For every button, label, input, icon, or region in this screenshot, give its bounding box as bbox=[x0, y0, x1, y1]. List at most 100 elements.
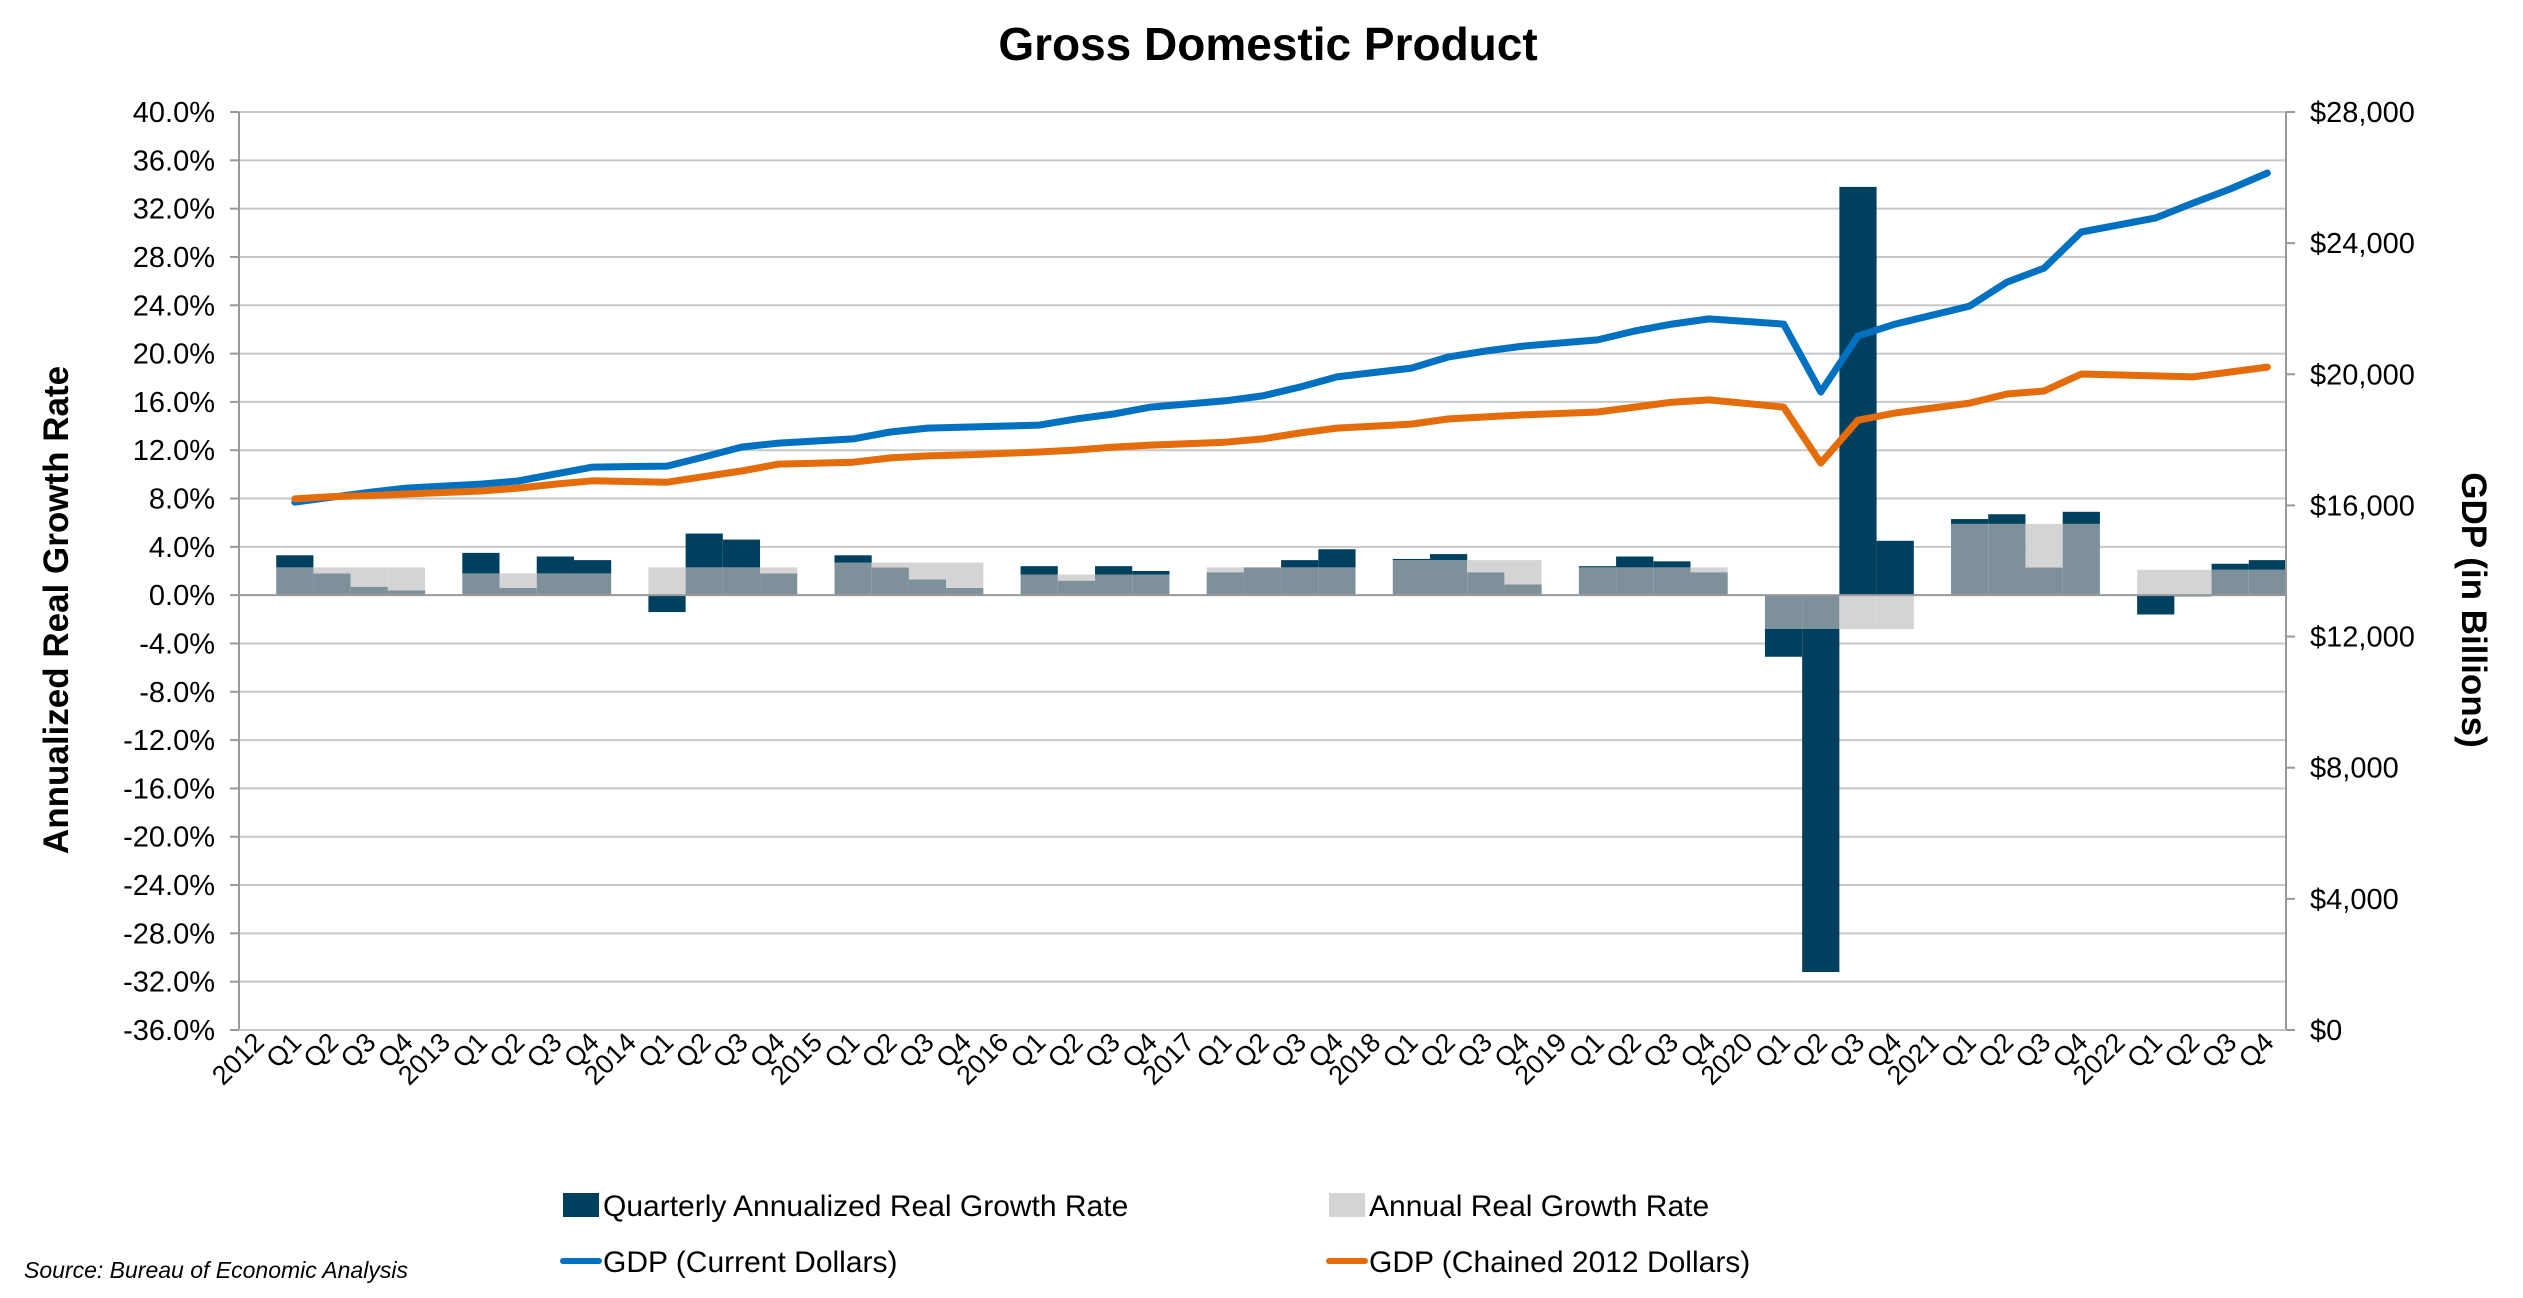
quarterly-growth-bar bbox=[1318, 549, 1356, 568]
annual-growth-bar bbox=[908, 562, 947, 580]
annual-growth-bar bbox=[1504, 560, 1542, 585]
left-tick-label: 36.0% bbox=[133, 145, 215, 177]
right-tick-label: $0 bbox=[2310, 1015, 2342, 1047]
left-tick-label: 40.0% bbox=[133, 97, 215, 129]
left-tick-label: 20.0% bbox=[133, 339, 215, 371]
annual-growth-bar bbox=[760, 567, 798, 574]
right-tick-label: $24,000 bbox=[2310, 228, 2415, 260]
overlap-bar bbox=[1653, 567, 1691, 596]
quarterly-growth-bar bbox=[1876, 540, 1914, 596]
quarterly-growth-bar bbox=[1578, 566, 1617, 568]
left-tick-label: 12.0% bbox=[133, 435, 215, 467]
quarterly-growth-bar bbox=[685, 533, 723, 568]
annual-growth-bar bbox=[313, 567, 351, 574]
quarterly-growth-bar bbox=[834, 555, 872, 563]
overlap-bar bbox=[313, 573, 351, 596]
annual-growth-bar bbox=[350, 567, 388, 587]
lines bbox=[291, 169, 2271, 506]
annual-growth-bar bbox=[1876, 595, 1914, 629]
quarterly-growth-bar bbox=[1020, 566, 1058, 575]
overlap-bar bbox=[1020, 574, 1058, 596]
left-tick-label: -24.0% bbox=[123, 870, 215, 902]
quarterly-growth-bar bbox=[2062, 511, 2100, 524]
legend-label: Quarterly Annualized Real Growth Rate bbox=[603, 1190, 1128, 1223]
overlap-bar bbox=[1206, 572, 1244, 596]
overlap-bar bbox=[536, 573, 574, 596]
overlap-bar bbox=[908, 579, 947, 596]
quarterly-growth-bar bbox=[462, 552, 500, 574]
chart-title: Gross Domestic Product bbox=[998, 18, 1537, 70]
annual-growth-bar bbox=[1839, 595, 1877, 629]
left-tick-label: -36.0% bbox=[123, 1015, 215, 1047]
left-tick-label: 28.0% bbox=[133, 242, 215, 274]
overlap-bar bbox=[685, 567, 723, 596]
left-tick-label: 4.0% bbox=[149, 532, 215, 564]
overlap-bar bbox=[573, 573, 612, 596]
quarterly-growth-bar bbox=[722, 539, 761, 568]
overlap-bar bbox=[499, 587, 537, 596]
annual-growth-bar bbox=[648, 567, 686, 596]
overlap-bar bbox=[760, 573, 798, 596]
quarterly-growth-bar bbox=[1764, 628, 1803, 657]
overlap-bar bbox=[1504, 584, 1542, 596]
left-tick-label: 8.0% bbox=[149, 484, 215, 516]
overlap-bar bbox=[2211, 569, 2249, 596]
quarterly-growth-bar bbox=[1802, 628, 1840, 973]
overlap-bar bbox=[2025, 567, 2063, 596]
gridlines bbox=[239, 111, 2286, 1031]
overlap-bar bbox=[1764, 595, 1803, 629]
overlap-bar bbox=[834, 562, 872, 596]
left-tick-label: -12.0% bbox=[123, 725, 215, 757]
x-tick-label: 2012 bbox=[206, 1027, 270, 1091]
quarterly-growth-bar bbox=[1095, 566, 1133, 575]
annual-growth-bar bbox=[946, 562, 984, 588]
overlap-bar bbox=[1690, 572, 1728, 596]
quarterly-growth-bar bbox=[1392, 558, 1430, 561]
overlap-bar bbox=[1467, 572, 1505, 596]
annual-growth-bar bbox=[387, 567, 426, 591]
quarterly-growth-bar bbox=[1653, 561, 1691, 568]
overlap-bar bbox=[2062, 523, 2100, 596]
quarterly-growth-bar bbox=[1616, 556, 1654, 568]
overlap-bar bbox=[1132, 574, 1170, 596]
annual-growth-bar bbox=[2174, 569, 2212, 596]
quarterly-growth-bar bbox=[1132, 571, 1170, 575]
bars bbox=[276, 186, 2286, 973]
overlap-bar bbox=[350, 586, 388, 596]
right-axis-title: GDP (in Billions) bbox=[2454, 472, 2493, 747]
left-tick-label: 24.0% bbox=[133, 290, 215, 322]
legend-label: GDP (Chained 2012 Dollars) bbox=[1369, 1246, 1750, 1279]
quarterly-growth-bar bbox=[2137, 595, 2175, 615]
overlap-bar bbox=[1318, 567, 1356, 596]
gdp-current-line bbox=[291, 169, 2271, 506]
quarterly-growth-bar bbox=[536, 556, 574, 574]
overlap-bar bbox=[1057, 580, 1096, 596]
annual-growth-bar bbox=[2025, 523, 2063, 568]
gdp-chained-line bbox=[291, 363, 2271, 503]
overlap-bar bbox=[1095, 574, 1133, 596]
left-axis-title: Annualized Real Growth Rate bbox=[37, 366, 76, 854]
legend-swatch bbox=[1329, 1193, 1365, 1217]
overlap-bar bbox=[1243, 567, 1282, 596]
left-tick-label: -32.0% bbox=[123, 967, 215, 999]
left-tick-label: 0.0% bbox=[149, 580, 215, 612]
quarterly-growth-bar bbox=[2211, 563, 2249, 570]
quarterly-growth-bar bbox=[1988, 514, 2026, 524]
annual-growth-bar bbox=[1467, 560, 1505, 573]
overlap-bar bbox=[871, 567, 909, 596]
left-tick-label: -4.0% bbox=[139, 628, 215, 660]
overlap-bar bbox=[1578, 567, 1617, 596]
legend-label: GDP (Current Dollars) bbox=[603, 1246, 898, 1279]
quarterly-growth-bar bbox=[573, 560, 612, 574]
legend-swatch bbox=[563, 1193, 599, 1217]
right-tick-label: $16,000 bbox=[2310, 490, 2415, 522]
quarterly-growth-bar bbox=[1281, 560, 1319, 568]
left-tick-label: -28.0% bbox=[123, 918, 215, 950]
overlap-bar bbox=[276, 567, 314, 596]
overlap-bar bbox=[722, 567, 761, 596]
left-tick-label: 16.0% bbox=[133, 387, 215, 419]
right-tick-label: $12,000 bbox=[2310, 622, 2415, 654]
overlap-bar bbox=[1392, 560, 1430, 596]
x-tick-label: Q4 bbox=[2233, 1027, 2280, 1074]
